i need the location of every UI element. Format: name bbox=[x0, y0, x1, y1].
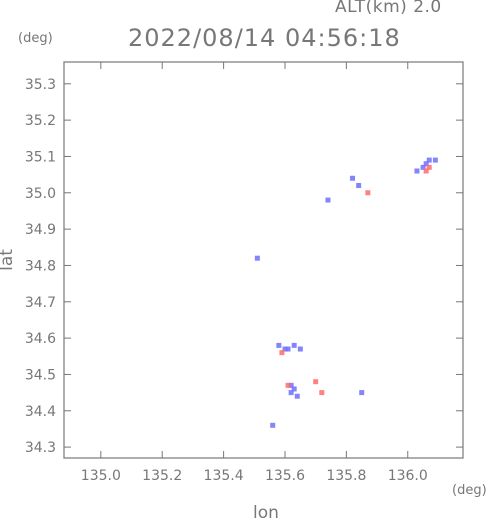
negative-data-point bbox=[294, 393, 300, 399]
negative-data-point bbox=[350, 175, 356, 181]
positive-data-point bbox=[285, 382, 291, 388]
negative-data-point bbox=[291, 342, 297, 348]
y-tick-label: 34.3 bbox=[25, 440, 56, 456]
y-tick-label: 35.2 bbox=[25, 113, 56, 129]
y-tick-label: 35.3 bbox=[25, 77, 56, 93]
y-tick-label: 35.0 bbox=[25, 186, 56, 202]
negative-data-point bbox=[325, 197, 331, 203]
y-tick-label: 34.7 bbox=[25, 295, 56, 311]
negative-data-point bbox=[254, 255, 260, 261]
y-tick-label: 34.5 bbox=[25, 367, 56, 383]
negative-data-point bbox=[423, 161, 429, 167]
negative-data-point bbox=[414, 168, 420, 174]
y-tick-label: 34.9 bbox=[25, 222, 56, 238]
x-tick-label: 136.0 bbox=[388, 468, 428, 484]
negative-data-point bbox=[291, 386, 297, 392]
negative-data-point bbox=[270, 422, 276, 428]
x-axis-title: lon bbox=[253, 503, 279, 523]
negative-data-point bbox=[426, 157, 432, 163]
negative-data-point bbox=[288, 382, 294, 388]
negative-data-point bbox=[432, 157, 438, 163]
plot-frame bbox=[63, 61, 464, 459]
x-tick-label: 135.4 bbox=[204, 468, 244, 484]
positive-data-point bbox=[365, 190, 371, 196]
y-unit-label: (deg) bbox=[18, 31, 53, 46]
positive-data-point bbox=[426, 164, 432, 170]
negative-data-point bbox=[420, 164, 426, 170]
timestamp-title: 2022/08/14 04:56:18 bbox=[128, 24, 401, 52]
x-tick-label: 135.0 bbox=[81, 468, 121, 484]
negative-data-point bbox=[288, 390, 294, 396]
x-tick-label: 135.2 bbox=[142, 468, 182, 484]
positive-data-point bbox=[423, 168, 429, 174]
positive-data-point bbox=[319, 390, 325, 396]
altitude-label: ALT(km) 2.0 bbox=[335, 0, 442, 17]
negative-data-point bbox=[356, 183, 362, 189]
y-tick-label: 34.6 bbox=[25, 331, 56, 347]
y-tick-label: 34.8 bbox=[25, 258, 56, 274]
negative-data-point bbox=[282, 346, 288, 352]
negative-data-point bbox=[359, 390, 365, 396]
x-unit-label: (deg) bbox=[452, 483, 487, 498]
negative-data-point bbox=[297, 346, 303, 352]
negative-data-point bbox=[285, 346, 291, 352]
positive-data-point bbox=[313, 379, 319, 385]
x-tick-label: 135.6 bbox=[265, 468, 305, 484]
y-tick-label: 34.4 bbox=[25, 404, 56, 420]
y-tick-label: 35.1 bbox=[25, 149, 56, 165]
negative-data-point bbox=[276, 342, 282, 348]
x-tick-label: 135.8 bbox=[326, 468, 366, 484]
positive-data-point bbox=[279, 350, 285, 356]
